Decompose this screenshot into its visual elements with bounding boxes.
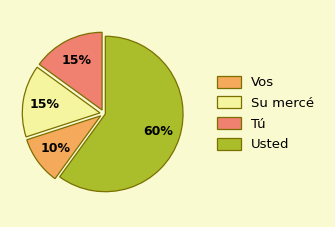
Text: 15%: 15% (30, 98, 60, 111)
Text: 15%: 15% (62, 54, 92, 67)
Wedge shape (39, 32, 102, 110)
Wedge shape (27, 116, 101, 179)
Wedge shape (60, 36, 183, 192)
Wedge shape (22, 67, 100, 137)
Text: 10%: 10% (41, 142, 70, 155)
Legend: Vos, Su mercé, Tú, Usted: Vos, Su mercé, Tú, Usted (211, 71, 320, 156)
Text: 60%: 60% (144, 125, 174, 138)
